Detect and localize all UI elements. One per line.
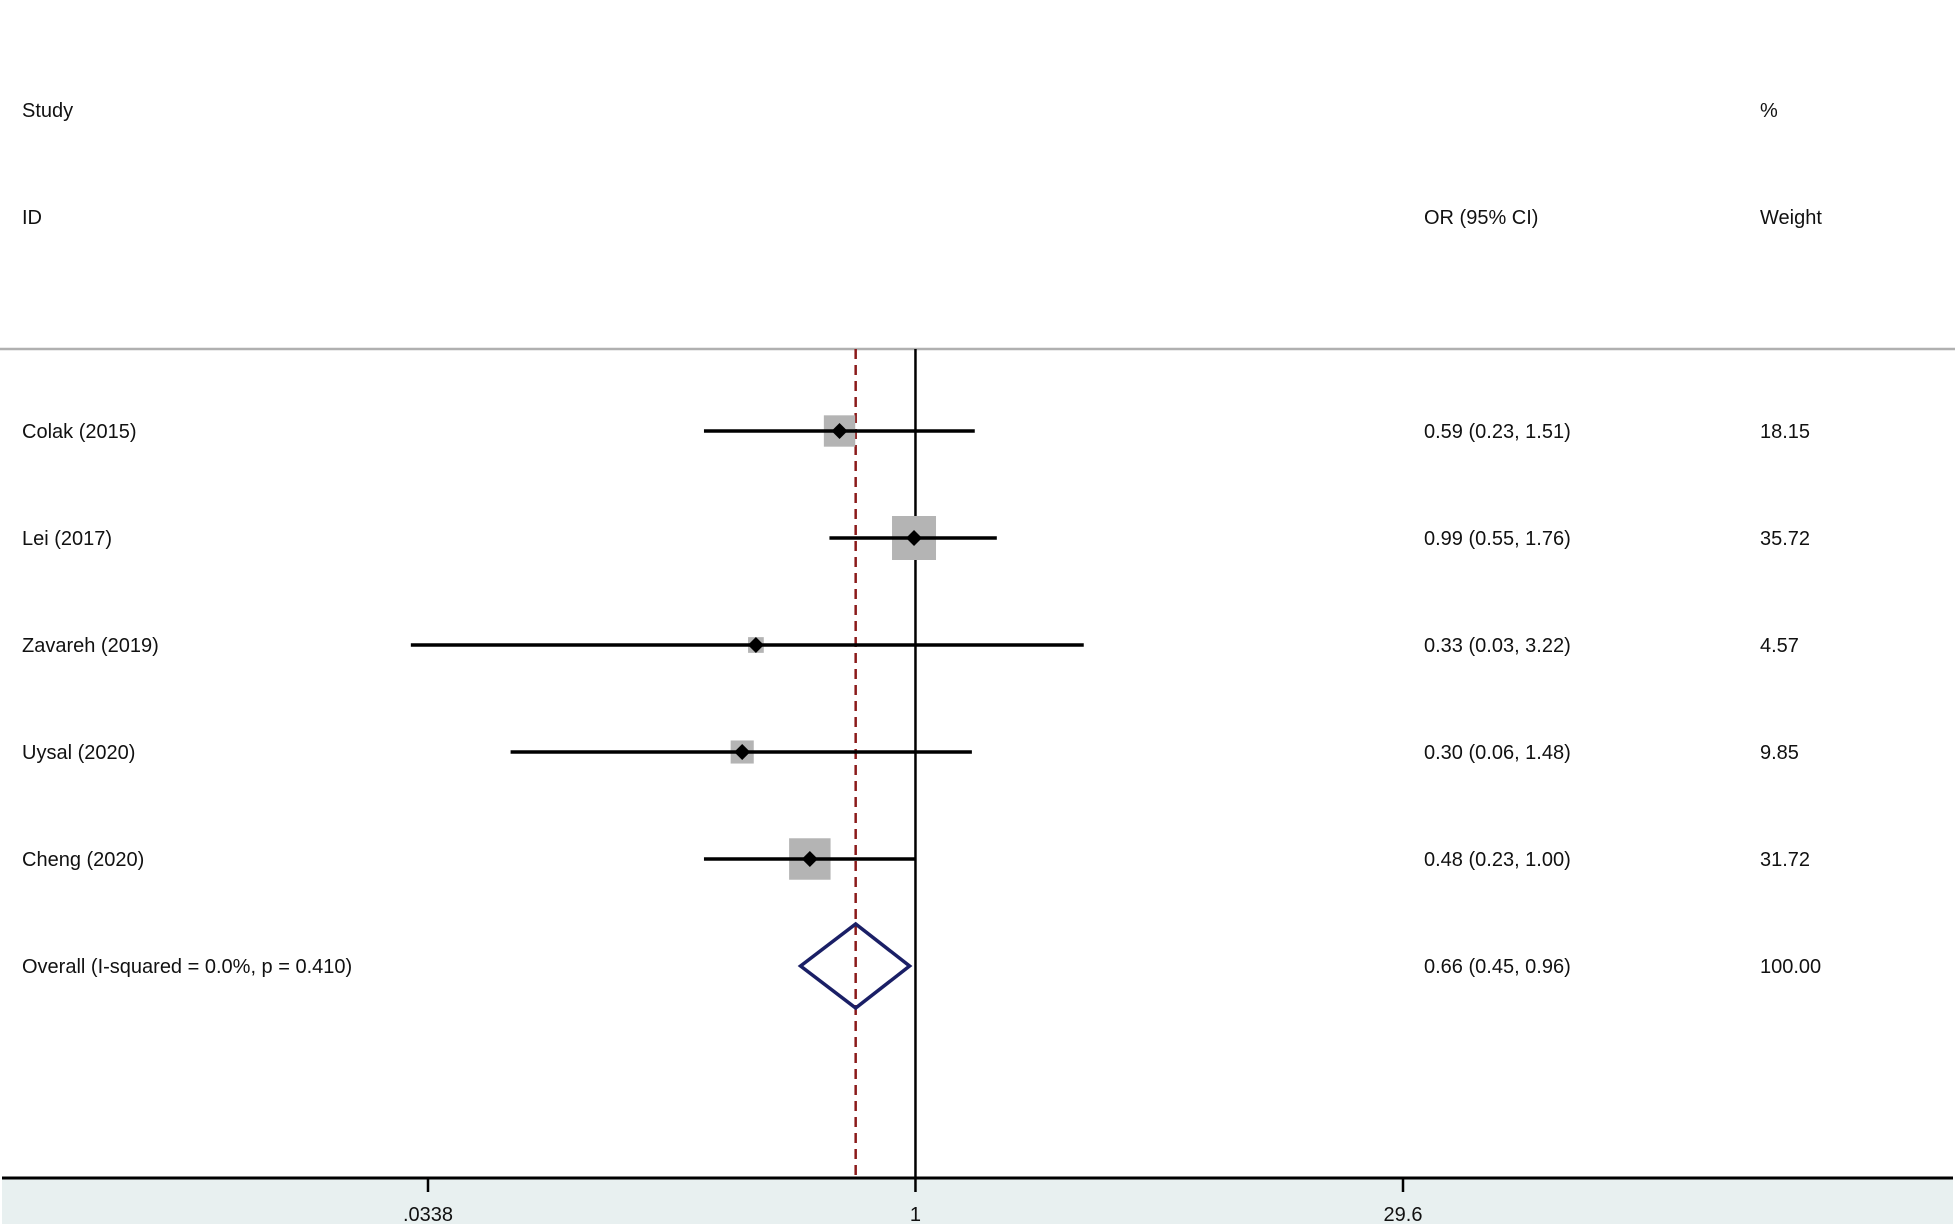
x-tick-label-2: 29.6 [1384, 1204, 1423, 1224]
header-study: Study [22, 100, 73, 122]
study-weight-4: 31.72 [1760, 849, 1810, 871]
study-or-ci-3: 0.30 (0.06, 1.48) [1424, 742, 1571, 764]
study-label-0: Colak (2015) [22, 421, 137, 443]
x-tick-label-1: 1 [910, 1204, 921, 1224]
study-point-1 [906, 530, 923, 546]
study-or-ci-0: 0.59 (0.23, 1.51) [1424, 421, 1571, 443]
study-or-ci-2: 0.33 (0.03, 3.22) [1424, 635, 1571, 657]
header-weight: Weight [1760, 207, 1822, 229]
study-label-2: Zavareh (2019) [22, 635, 159, 657]
study-point-2 [747, 637, 764, 653]
study-weight-2: 4.57 [1760, 635, 1799, 657]
study-weight-0: 18.15 [1760, 421, 1810, 443]
overall-diamond [797, 921, 913, 1011]
study-label-4: Cheng (2020) [22, 849, 144, 871]
overall-label: Overall (I-squared = 0.0%, p = 0.410) [22, 956, 352, 978]
header-id: ID [22, 207, 42, 229]
study-or-ci-1: 0.99 (0.55, 1.76) [1424, 528, 1571, 550]
header-or-ci: OR (95% CI) [1424, 207, 1538, 229]
study-weight-1: 35.72 [1760, 528, 1810, 550]
study-point-0 [831, 423, 848, 439]
study-point-3 [734, 744, 751, 760]
overall-weight: 100.00 [1760, 956, 1821, 978]
study-or-ci-4: 0.48 (0.23, 1.00) [1424, 849, 1571, 871]
study-label-1: Lei (2017) [22, 528, 112, 550]
study-weight-3: 9.85 [1760, 742, 1799, 764]
x-tick-label-0: .0338 [403, 1204, 453, 1224]
axis-band [2, 1178, 1953, 1224]
study-point-4 [801, 851, 818, 867]
study-label-3: Uysal (2020) [22, 742, 135, 764]
overall-or-ci: 0.66 (0.45, 0.96) [1424, 956, 1571, 978]
header-percent: % [1760, 100, 1778, 122]
